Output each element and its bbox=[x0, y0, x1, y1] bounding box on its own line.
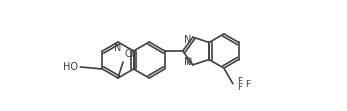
Text: F: F bbox=[237, 77, 242, 86]
Text: F: F bbox=[237, 83, 242, 92]
Text: N: N bbox=[185, 57, 192, 67]
Text: N: N bbox=[185, 35, 192, 45]
Text: H: H bbox=[185, 58, 192, 67]
Text: HO: HO bbox=[64, 62, 78, 72]
Text: Cl: Cl bbox=[125, 49, 135, 59]
Text: F: F bbox=[245, 80, 250, 89]
Text: N: N bbox=[114, 43, 122, 53]
